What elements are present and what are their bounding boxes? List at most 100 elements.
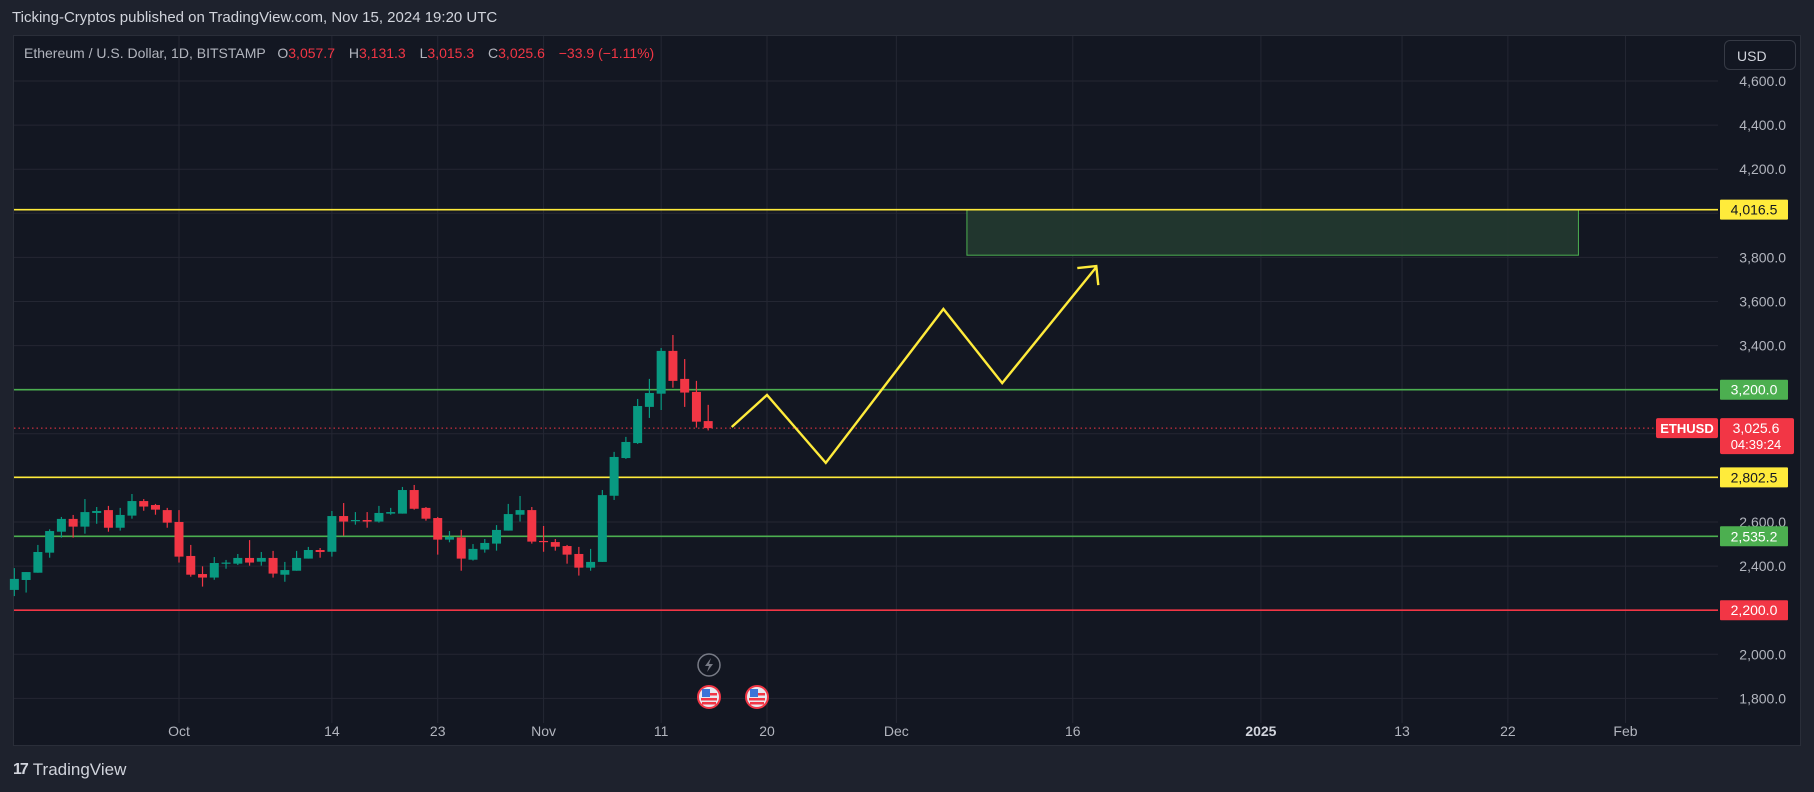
candle-body [444,536,454,540]
candle-body [597,495,607,562]
candle-body [433,518,443,540]
price-tick-label: 2,600.0 [1739,514,1786,530]
symbol-tag-label: ETHUSD [1660,421,1713,436]
candle-body [256,557,266,562]
time-tick-label: Dec [884,723,909,739]
candle-body [680,378,690,393]
candle-body [150,505,160,510]
price-tick-label: 3,400.0 [1739,338,1786,354]
candle-body [691,391,701,422]
low-label: L [419,45,428,61]
time-tick-label: 20 [759,723,775,739]
candle-body [56,518,66,532]
time-tick-label: 23 [430,723,446,739]
brand-name: TradingView [32,760,127,779]
flag-stripe [702,702,716,705]
publish-info: Ticking-Cryptos published on TradingView… [12,9,498,26]
price-level-tag [1720,379,1788,400]
price-level-label: 2,802.5 [1731,469,1778,485]
candle-body [386,512,396,514]
last-price-label: 3,025.6 [1733,420,1780,436]
high-value: 3,131.3 [359,45,406,61]
symbol-tag [1656,418,1718,439]
time-tick-label: 13 [1394,723,1410,739]
candle-body [644,393,654,407]
flag-stripe [701,698,717,701]
lightning-bolt-icon [705,658,713,672]
candle-body [480,542,490,550]
time-tick-label: 14 [324,723,340,739]
price-level-tag [1720,526,1788,547]
candle-body [292,557,302,571]
candle-body [562,546,572,555]
change-value: −33.9 (−1.11%) [558,45,655,61]
currency-button[interactable]: USD [1724,40,1796,70]
candle-body [656,350,666,394]
candle-body [327,516,337,552]
time-tick-label: Oct [168,723,190,739]
flag-stripe [749,698,765,701]
tradingview-logo-icon: 17 [13,761,29,778]
time-tick-label: Feb [1613,723,1637,739]
candle-body [515,510,525,515]
price-tick-label: 2,000.0 [1739,646,1786,662]
candle-body [350,520,360,522]
time-tick-label: 11 [654,723,669,739]
flag-stripe [750,702,764,705]
candle-body [468,548,478,560]
candle-body [315,550,325,552]
candle-body [409,490,419,509]
price-tick-label: 1,800.0 [1739,690,1786,706]
candle-body [550,542,560,547]
symbol-description: Ethereum / U.S. Dollar, 1D, BITSTAMP [24,45,266,61]
candle-body [233,557,243,564]
candle-body [127,501,137,516]
candle-body [621,441,631,459]
candle-body [668,350,678,381]
price-level-tag [1720,600,1788,621]
price-tick-label: 3,600.0 [1739,294,1786,310]
candle-body [574,553,584,568]
candle-body [174,522,184,557]
time-tick-label: 2025 [1245,723,1276,739]
candle-body [633,406,643,444]
candle-body [162,510,172,523]
target-zone-box [966,209,1579,256]
candle-body [68,518,78,527]
flag-stripe [710,693,717,696]
candle-body [397,490,407,514]
candle-body [80,512,90,527]
lightning-icon[interactable] [697,653,721,677]
candle-body [245,557,255,563]
candle-body [115,514,125,528]
low-value: 3,015.3 [427,45,475,61]
price-tick-label: 4,200.0 [1739,161,1786,177]
flag-canton [750,689,758,697]
candle-body [609,456,619,496]
close-value: 3,025.6 [498,45,545,61]
price-level-tag [1720,467,1788,488]
price-level-label: 2,535.2 [1731,528,1778,544]
high-label: H [348,45,359,61]
footer-brand[interactable]: 17 TradingView [13,760,126,780]
time-tick-label: 22 [1500,723,1516,739]
candle-body [221,562,231,564]
candle-body [103,510,113,528]
open-value: 3,057.7 [288,45,335,61]
candle-body [198,574,208,578]
candle-body [45,531,55,553]
last-price-tag [1720,418,1794,455]
candle-body [374,512,384,522]
candle-body [586,561,596,568]
candle-body [139,501,149,507]
flag-canton [702,689,710,697]
close-label: C [488,45,499,61]
candle-body [186,555,196,575]
price-tick-label: 2,400.0 [1739,558,1786,574]
candle-body [280,570,290,575]
candle-body [21,572,31,580]
candle-body [33,551,43,573]
bar-countdown-label: 04:39:24 [1731,437,1782,452]
time-tick-label: 16 [1065,723,1081,739]
